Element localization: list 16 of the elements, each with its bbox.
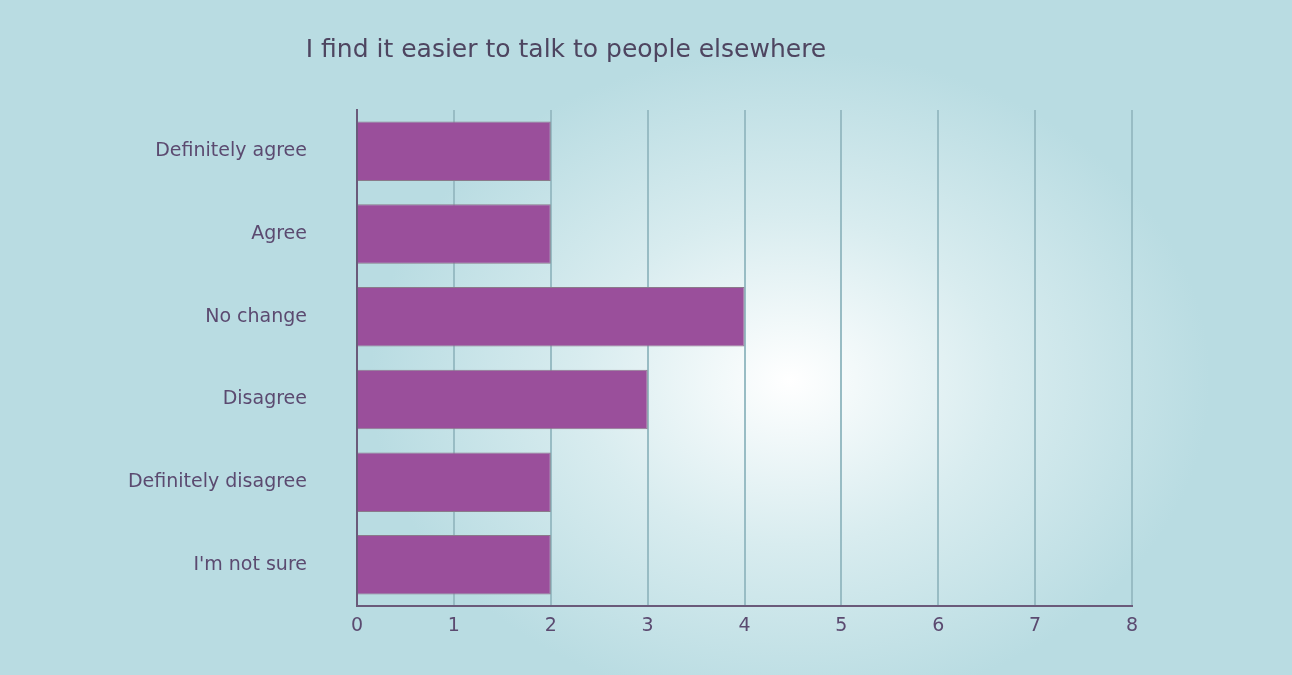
x-tick-label: 7 <box>1029 612 1042 635</box>
x-tick-label: 2 <box>544 612 557 635</box>
y-tick-label: Definitely disagree <box>127 469 307 492</box>
y-tick-label: No change <box>205 303 307 326</box>
chart-title: I find it easier to talk to people elsewhere <box>305 33 827 63</box>
x-tick-label: 3 <box>641 612 654 635</box>
x-tick-label: 6 <box>932 612 945 635</box>
y-tick-label: I'm not sure <box>193 551 307 574</box>
y-tick-label: Disagree <box>222 386 307 409</box>
y-tick-label: Definitely agree <box>155 138 307 161</box>
x-tick-label: 0 <box>350 612 364 635</box>
y-tick-label: Agree <box>251 220 307 243</box>
x-tick-label: 5 <box>835 612 848 635</box>
x-tick-label: 8 <box>1125 612 1139 635</box>
x-tick-label: 1 <box>447 612 460 635</box>
x-tick-label: 4 <box>738 612 751 635</box>
